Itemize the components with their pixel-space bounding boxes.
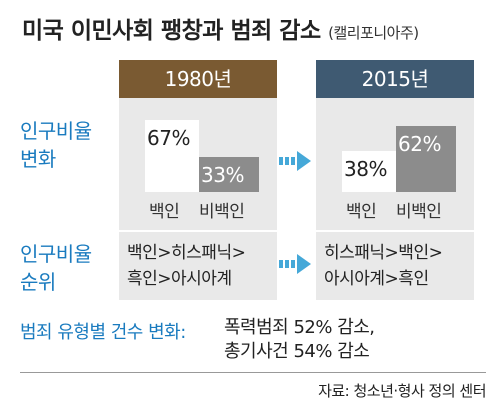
- row-label-line: 인구비율: [20, 119, 92, 143]
- category-label: 비백인: [396, 202, 442, 222]
- year-header-1980: 1980년: [119, 60, 277, 98]
- bar-white: [342, 151, 396, 192]
- bar-nonwhite: [396, 125, 456, 192]
- crime-stats: 폭력범죄 52% 감소, 총기사건 54% 감소: [224, 316, 375, 364]
- row-label-line: 변화: [20, 147, 56, 171]
- right-arrow-icon: [279, 254, 311, 274]
- row-label-population-rank: 인구비율 순위: [20, 240, 92, 296]
- bottom-rule: [20, 372, 486, 373]
- row-label-line: 순위: [20, 270, 56, 294]
- crime-line: 폭력범죄 52% 감소,: [224, 317, 375, 338]
- rank-1980: 백인>히스패닉> 흑인>아시아계: [127, 240, 246, 292]
- rank-line: 백인>히스패닉>: [127, 243, 246, 263]
- crime-label: 범죄 유형별 건수 변화:: [20, 322, 186, 343]
- crime-line: 총기사건 54% 감소: [224, 341, 370, 362]
- section-divider: [0, 230, 500, 232]
- title-text: 미국 이민사회 팽창과 범죄 감소: [22, 18, 321, 44]
- page-title: 미국 이민사회 팽창과 범죄 감소 (캘리포니아주): [22, 11, 419, 45]
- year-header-2015: 2015년: [316, 60, 474, 98]
- rank-2015: 히스패닉>백인> 아시아계>흑인: [324, 240, 443, 292]
- category-label: 비백인: [199, 202, 245, 222]
- row-label-population-change: 인구비율 변화: [20, 117, 92, 173]
- subtitle: (캘리포니아주): [328, 24, 419, 42]
- bar-value-label: 33%: [201, 162, 244, 187]
- bar-nonwhite: [199, 156, 259, 192]
- rank-line: 히스패닉>백인>: [324, 243, 443, 263]
- bar-value-label: 67%: [147, 126, 190, 151]
- bar-white: [145, 120, 199, 192]
- right-arrow-icon: [279, 151, 311, 171]
- bar-value-label: 62%: [398, 131, 441, 156]
- category-label: 백인: [346, 202, 377, 222]
- category-label: 백인: [149, 202, 180, 222]
- source-note: 자료: 청소년·형사 정의 센터: [318, 382, 486, 400]
- bar-chart-2015: 38% 백인 62% 비백인: [316, 98, 474, 230]
- rank-line: 아시아계>흑인: [324, 269, 429, 289]
- bar-value-label: 38%: [344, 157, 387, 182]
- bar-chart-1980: 67% 백인 33% 비백인: [119, 98, 277, 230]
- row-label-line: 인구비율: [20, 242, 92, 266]
- rank-line: 흑인>아시아계: [127, 269, 232, 289]
